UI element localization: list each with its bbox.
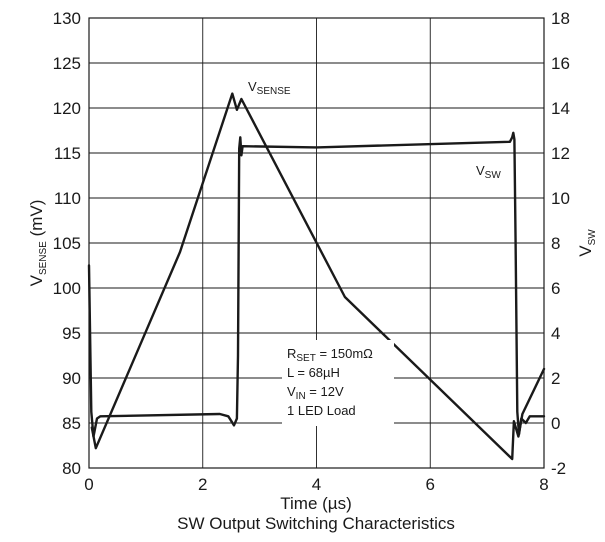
series-line-vsw	[87, 131, 546, 438]
y2-tick-label: 6	[551, 279, 560, 298]
condition-rset-rest: = 150mΩ	[316, 346, 373, 361]
y-tick-label: 130	[53, 9, 81, 28]
condition-rset: RSET = 150mΩ	[287, 346, 373, 364]
y-tick-label: 90	[62, 369, 81, 388]
y-tick-label: 115	[54, 144, 81, 163]
y2-tick-label: 8	[551, 234, 560, 253]
y2-axis-title-main: V	[576, 245, 595, 257]
y-tick-label: 110	[54, 189, 81, 208]
y-tick-label: 95	[62, 324, 81, 343]
y2-tick-label: 14	[551, 99, 570, 118]
condition-vin-sub: IN	[296, 391, 306, 402]
chart-caption: SW Output Switching Characteristics	[177, 514, 455, 533]
y2-tick-label: 0	[551, 414, 560, 433]
series-label-vsense: VSENSE	[248, 79, 291, 97]
y2-tick-label: -2	[551, 459, 566, 478]
y-tick-label: 80	[62, 459, 81, 478]
y2-axis-title-sub: SW	[587, 229, 598, 246]
conditions-box-bg	[282, 340, 394, 426]
series-label-vsense-sub: SENSE	[257, 86, 291, 97]
series-layer	[87, 92, 546, 461]
x-tick-label: 8	[539, 475, 548, 494]
y-axis-title-main: V	[27, 274, 46, 286]
x-tick-label: 0	[84, 475, 93, 494]
condition-rset-sub: SET	[296, 353, 315, 364]
y2-tick-label: 2	[551, 369, 560, 388]
y-axis-title-suffix: (mV)	[27, 200, 46, 242]
y-axis-title: VSENSE (mV)	[27, 200, 49, 287]
y-tick-label: 85	[62, 414, 81, 433]
y2-tick-label: 12	[551, 144, 570, 163]
series-label-vsw-main: V	[476, 163, 485, 178]
series-label-vsense-main: V	[248, 79, 257, 94]
y-tick-label: 100	[53, 279, 81, 298]
y2-tick-label: 18	[551, 9, 570, 28]
y-tick-label: 120	[53, 99, 81, 118]
condition-vin-rest: = 12V	[306, 384, 344, 399]
y-tick-label: 105	[53, 234, 81, 253]
grid	[89, 18, 544, 468]
condition-vin-main: V	[287, 384, 296, 399]
condition-rset-main: R	[287, 346, 296, 361]
y-axis-title-sub: SENSE	[38, 241, 49, 275]
conditions-box: RSET = 150mΩ L = 68µH VIN = 12V 1 LED Lo…	[282, 340, 394, 426]
condition-vin: VIN = 12V	[287, 384, 344, 402]
x-tick-label: 6	[426, 475, 435, 494]
x-tick-label: 4	[312, 475, 321, 494]
x-axis-title: Time (µs)	[280, 494, 352, 513]
y2-tick-label: 4	[551, 324, 560, 343]
condition-load: 1 LED Load	[287, 403, 356, 418]
y2-tick-label: 16	[551, 54, 570, 73]
y2-tick-label: 10	[551, 189, 570, 208]
tick-labels: 0 2 4 6 813012512011511010510095908580181614…	[53, 9, 570, 494]
y2-axis-title: VSW	[576, 229, 598, 257]
condition-inductance: L = 68µH	[287, 365, 340, 380]
series-label-vsw: VSW	[476, 163, 501, 181]
series-label-vsw-sub: SW	[485, 170, 502, 181]
y-tick-label: 125	[53, 54, 81, 73]
plot-frame	[88, 17, 545, 469]
x-tick-label: 2	[198, 475, 207, 494]
